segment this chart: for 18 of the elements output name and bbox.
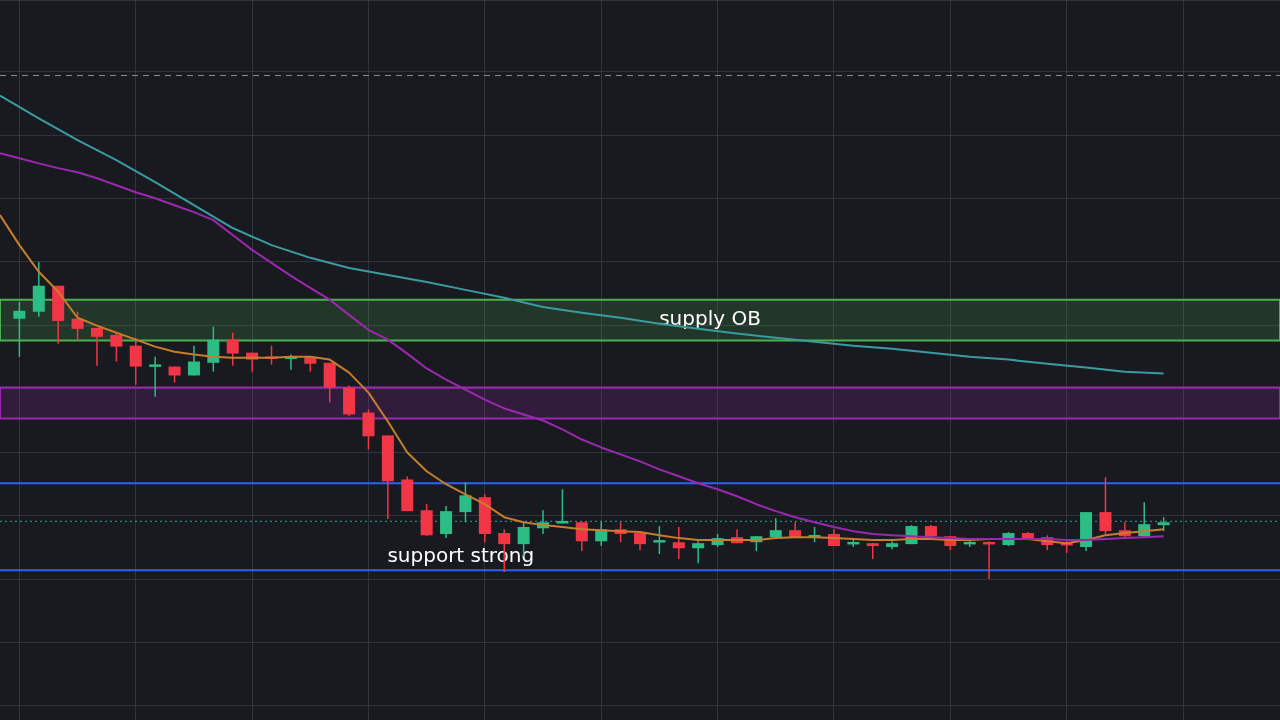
candlestick xyxy=(129,336,142,386)
candlestick xyxy=(226,331,239,367)
candlestick xyxy=(71,310,84,342)
candlestick xyxy=(556,488,569,524)
candlestick xyxy=(1099,476,1112,535)
candlestick xyxy=(13,301,26,358)
candlestick xyxy=(459,481,472,524)
candlestick xyxy=(149,356,162,398)
candlestick xyxy=(362,408,375,451)
candlestick xyxy=(440,505,453,539)
candlestick xyxy=(672,526,685,560)
band-label: supply OB xyxy=(659,306,761,331)
candlestick xyxy=(110,331,123,363)
candlestick xyxy=(653,525,666,555)
candlestick xyxy=(187,344,200,377)
candlestick xyxy=(207,325,220,373)
candlestick xyxy=(692,540,705,564)
candlestick xyxy=(90,327,103,367)
